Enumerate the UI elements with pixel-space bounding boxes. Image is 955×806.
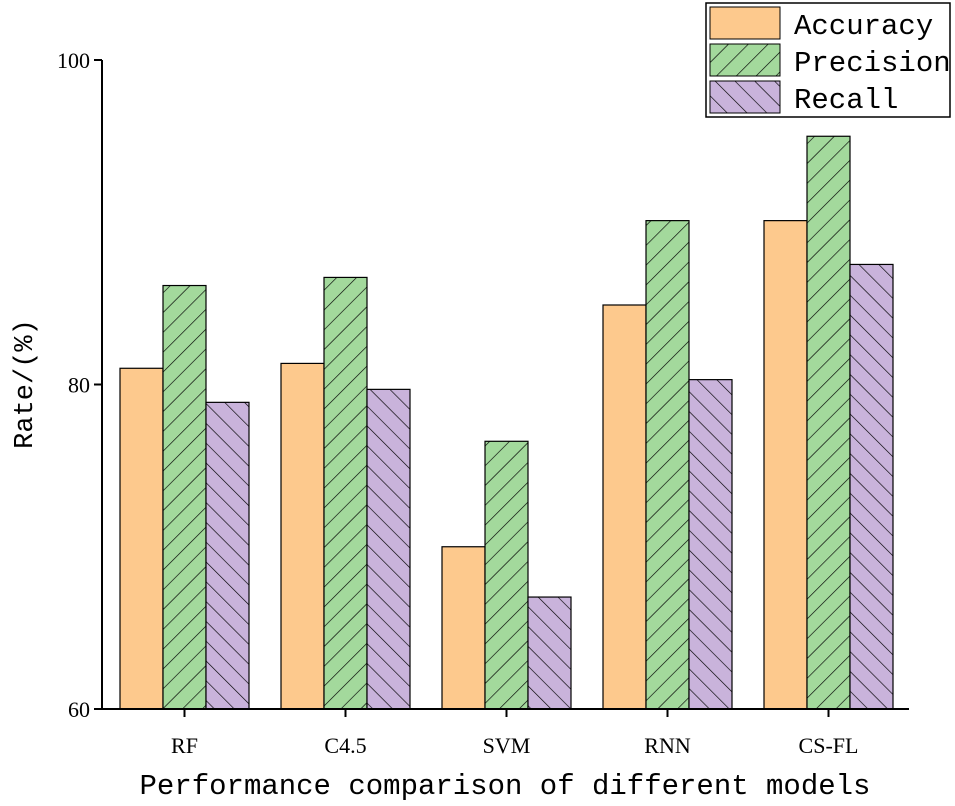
x-tick-label-svm: SVM bbox=[483, 733, 531, 758]
bar-precision-rnn bbox=[645, 220, 690, 710]
bars-layer bbox=[119, 135, 894, 710]
x-ticks: RF C4.5 SVM RNN CS-FL bbox=[171, 709, 858, 758]
bar-recall-svm bbox=[527, 596, 572, 710]
x-tick-label-rnn: RNN bbox=[644, 733, 691, 758]
bar-recall-rnn bbox=[688, 379, 733, 710]
bar-precision-c4-5 bbox=[323, 276, 368, 710]
bar-accuracy-svm bbox=[441, 546, 486, 710]
x-axis-title: Performance comparison of different mode… bbox=[140, 770, 871, 803]
bar-accuracy-rnn bbox=[602, 304, 647, 710]
bar-accuracy-rf bbox=[119, 367, 164, 710]
legend-label-recall: Recall bbox=[794, 84, 898, 117]
bar-accuracy-c4-5 bbox=[280, 362, 325, 710]
bar-recall-c4-5 bbox=[366, 388, 411, 710]
y-tick-label-100: 100 bbox=[57, 48, 90, 73]
y-ticks: 60 80 100 bbox=[57, 48, 102, 722]
legend: Accuracy Precision Recall bbox=[705, 2, 951, 118]
y-tick-label-80: 80 bbox=[68, 373, 90, 398]
legend-swatch-precision bbox=[709, 43, 781, 77]
y-axis-title: Rate/(%) bbox=[11, 319, 41, 449]
bar-precision-svm bbox=[484, 440, 529, 710]
x-tick-label-cs-fl: CS-FL bbox=[799, 733, 859, 758]
bar-recall-cs-fl bbox=[849, 263, 894, 710]
bar-accuracy-cs-fl bbox=[763, 220, 808, 710]
x-tick-label-c4-5: C4.5 bbox=[324, 733, 366, 758]
legend-swatch-accuracy bbox=[709, 6, 781, 40]
legend-label-precision: Precision bbox=[794, 47, 951, 80]
legend-label-accuracy: Accuracy bbox=[794, 10, 933, 43]
bar-precision-cs-fl bbox=[806, 135, 851, 710]
x-tick-label-rf: RF bbox=[171, 733, 198, 758]
bar-precision-rf bbox=[162, 284, 207, 710]
bar-recall-rf bbox=[205, 401, 250, 710]
legend-swatch-recall bbox=[709, 80, 781, 114]
y-tick-label-60: 60 bbox=[68, 697, 90, 722]
